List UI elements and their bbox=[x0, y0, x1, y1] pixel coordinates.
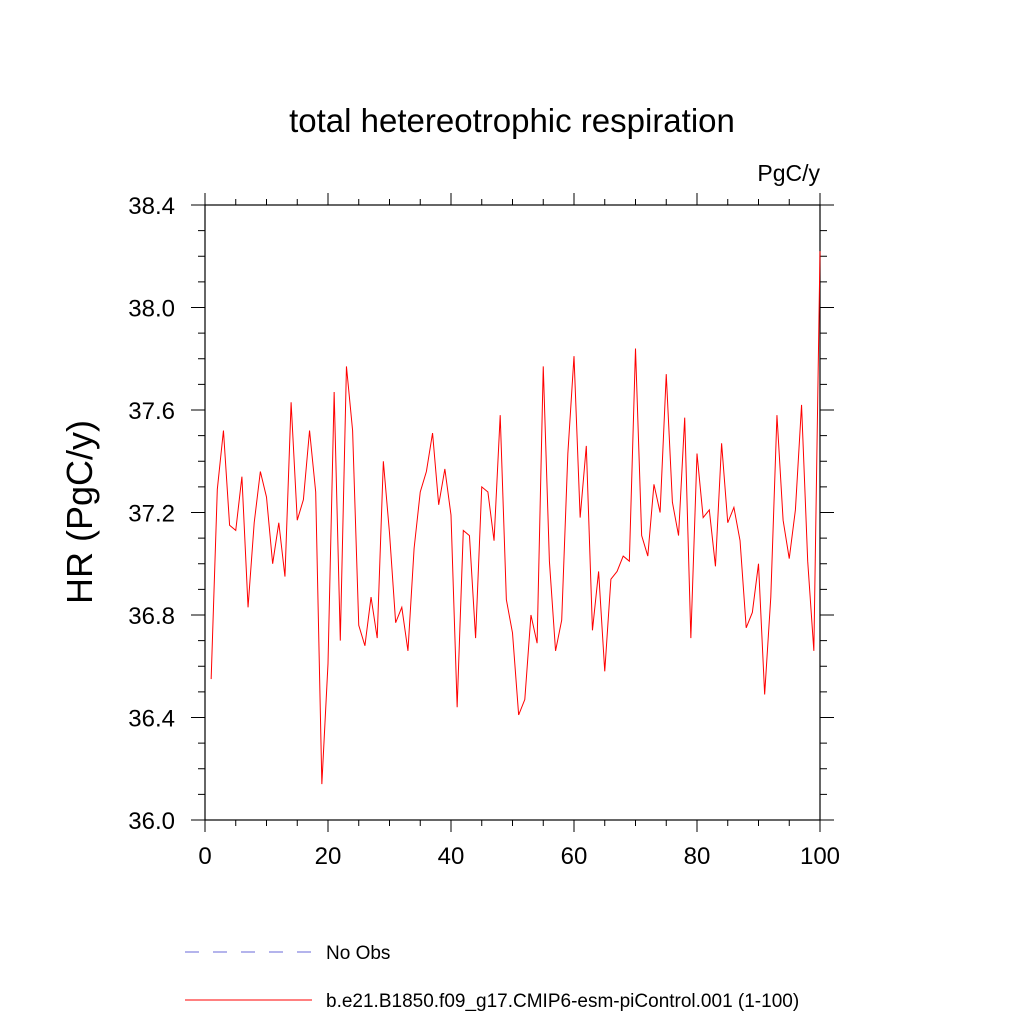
y-tick-label: 38.0 bbox=[128, 296, 175, 323]
x-tick-label: 0 bbox=[198, 843, 211, 870]
units-label: PgC/y bbox=[757, 160, 820, 186]
legend-label: b.e21.B1850.f09_g17.CMIP6-esm-piControl.… bbox=[326, 991, 799, 1012]
chart-title: total hetereotrophic respiration bbox=[289, 102, 735, 139]
y-tick-label: 36.0 bbox=[128, 808, 175, 835]
x-tick-label: 100 bbox=[800, 843, 840, 870]
y-tick-label: 36.4 bbox=[128, 706, 175, 733]
plot-area: 0 20 40 60 80 100 36.0 36.4 36.8 37.2 37.6 38.0 38.4 bbox=[128, 193, 840, 870]
y-tick-label: 37.6 bbox=[128, 398, 175, 425]
y-tick-label: 36.8 bbox=[128, 603, 175, 630]
y-tick-label: 38.4 bbox=[128, 193, 175, 220]
y-tick-label: 37.2 bbox=[128, 501, 175, 528]
legend-label: No Obs bbox=[326, 943, 390, 964]
series-line bbox=[210, 251, 821, 785]
legend: No Obs b.e21.B1850.f09_g17.CMIP6-esm-piCo… bbox=[185, 943, 799, 1012]
x-tick-label: 60 bbox=[561, 843, 588, 870]
x-tick-label: 80 bbox=[684, 843, 711, 870]
x-tick-label: 40 bbox=[438, 843, 465, 870]
x-tick-label: 20 bbox=[315, 843, 342, 870]
y-axis-label: HR (PgC/y) bbox=[59, 420, 100, 604]
